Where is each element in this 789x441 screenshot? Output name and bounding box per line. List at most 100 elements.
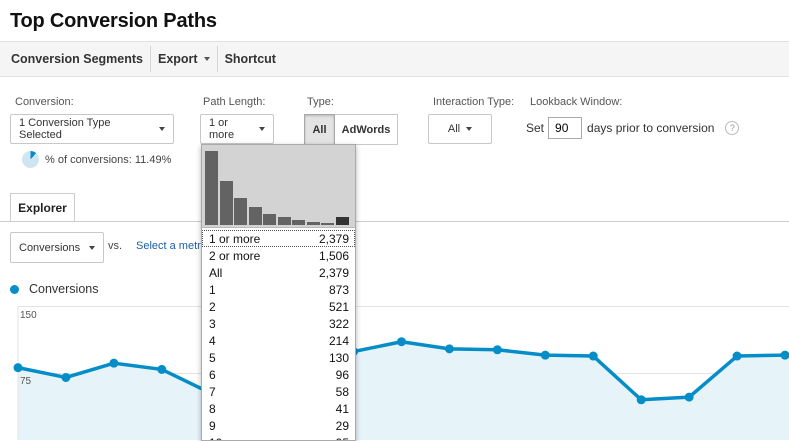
conversion-type-value: 1 Conversion Type Selected	[19, 117, 111, 141]
path-length-option[interactable]: All 2,379	[202, 264, 355, 281]
select-metric-link[interactable]: Select a metric	[136, 240, 209, 252]
option-count: 96	[335, 367, 349, 382]
type-all-button[interactable]: All	[304, 114, 335, 145]
export-label: Export	[157, 52, 198, 66]
path-length-value: 1 or more	[209, 117, 235, 141]
shortcut-label: Shortcut	[224, 52, 276, 66]
type-adwords-button[interactable]: AdWords	[335, 114, 398, 145]
page-title: Top Conversion Paths	[10, 10, 217, 32]
lookback-window: Set days prior to conversion ?	[526, 117, 740, 139]
path-length-option[interactable]: 2 or more 1,506	[202, 247, 355, 264]
option-label: All	[209, 265, 223, 280]
option-count: 214	[328, 333, 349, 348]
chevron-down-icon	[259, 127, 265, 131]
interaction-type-dropdown[interactable]: All	[428, 114, 492, 144]
histogram-bar	[205, 151, 218, 225]
option-label: 9	[209, 418, 216, 433]
path-length-option[interactable]: 1 873	[202, 281, 355, 298]
metric-dropdown[interactable]: Conversions	[10, 232, 104, 263]
path-length-option[interactable]: 1 or more 2,379	[202, 230, 355, 247]
histogram-bar	[248, 206, 262, 225]
chevron-down-icon	[466, 127, 473, 131]
path-length-option[interactable]: 6 96	[202, 366, 355, 383]
histogram-bar	[292, 220, 305, 225]
chevron-down-icon	[159, 127, 165, 131]
path-length-option[interactable]: 3 322	[202, 315, 355, 332]
data-point	[684, 392, 694, 402]
option-label: 3	[209, 316, 216, 331]
data-point	[588, 351, 598, 361]
histogram-bar	[335, 216, 349, 225]
conversion-type-dropdown[interactable]: 1 Conversion Type Selected	[10, 114, 174, 144]
lookback-days-input[interactable]	[548, 117, 583, 139]
conversion-segments-button[interactable]: Conversion Segments	[0, 47, 150, 71]
path-length-option[interactable]: 8 41	[202, 400, 355, 417]
interaction-type-label: Interaction Type:	[433, 96, 515, 108]
shortcut-button[interactable]: Shortcut	[218, 47, 283, 71]
option-label: 5	[209, 350, 216, 365]
data-point	[780, 350, 789, 360]
path-length-option[interactable]: 7 58	[202, 383, 355, 400]
lookback-set-label: Set	[526, 121, 545, 135]
option-count: 2,379	[318, 265, 349, 280]
option-count: 873	[328, 282, 349, 297]
tab-explorer[interactable]: Explorer	[10, 193, 75, 222]
option-count: 521	[328, 299, 349, 314]
data-point	[540, 350, 550, 360]
option-count: 95	[336, 436, 349, 441]
option-count: 29	[335, 418, 349, 433]
option-count: 58	[335, 384, 349, 399]
chart-legend: Conversions	[10, 282, 98, 296]
option-count: 1,506	[318, 248, 349, 263]
legend-label: Conversions	[29, 282, 99, 296]
pct-conversions-text: % of conversions: 11.49%	[45, 153, 172, 166]
option-label: 4	[209, 333, 216, 348]
data-point	[109, 358, 119, 368]
series-color-dot	[10, 284, 19, 294]
option-label: 2	[209, 299, 216, 314]
option-label: 8	[209, 401, 216, 416]
y-tick-label: 75	[20, 376, 32, 387]
data-point	[444, 344, 454, 354]
toolbar-divider	[216, 46, 218, 72]
option-count: 322	[328, 316, 349, 331]
path-length-option[interactable]: 5 130	[202, 349, 355, 366]
data-point	[492, 345, 502, 355]
help-icon[interactable]: ?	[725, 121, 740, 135]
toolbar: Conversion Segments Export Shortcut	[0, 41, 789, 77]
lookback-window-label: Lookback Window:	[530, 96, 623, 108]
path-length-label: Path Length:	[203, 96, 266, 108]
histogram-bar	[263, 213, 276, 225]
data-point	[13, 363, 23, 373]
data-point	[732, 351, 742, 361]
path-length-option[interactable]: 10+ 95	[202, 434, 355, 441]
export-button[interactable]: Export	[151, 47, 217, 71]
toolbar-divider	[149, 46, 151, 72]
metric-dropdown-value: Conversions	[19, 241, 81, 254]
option-label: 2 or more	[209, 248, 261, 263]
path-length-dropdown[interactable]: 1 or more	[200, 114, 274, 144]
conversions-line-chart	[13, 306, 789, 440]
y-tick-label: 150	[20, 310, 37, 321]
data-point	[636, 395, 646, 405]
histogram-bar	[321, 222, 334, 225]
path-length-popup: 1 or more 2,379 2 or more 1,506 All 2,379 1 873…	[201, 144, 356, 441]
option-label: 7	[209, 384, 216, 399]
option-label: 1	[209, 282, 216, 297]
path-length-option[interactable]: 4 214	[202, 332, 355, 349]
path-length-histogram	[202, 145, 355, 228]
histogram-bar	[277, 216, 291, 225]
option-count: 130	[328, 350, 349, 365]
path-length-options: 1 or more 2,379 2 or more 1,506 All 2,379 1 873…	[202, 230, 355, 441]
lookback-suffix-label: days prior to conversion	[587, 121, 715, 135]
chevron-down-icon	[89, 245, 95, 250]
conversion-segments-label: Conversion Segments	[11, 52, 143, 66]
pie-chart-icon	[22, 151, 39, 168]
path-length-option[interactable]: 2 521	[202, 298, 355, 315]
type-label: Type:	[307, 96, 334, 108]
path-length-option[interactable]: 9 29	[202, 417, 355, 434]
histogram-bar	[306, 221, 320, 225]
type-toggle-group: All AdWords	[304, 114, 398, 145]
series-line	[17, 339, 789, 402]
chevron-down-icon	[203, 57, 210, 61]
